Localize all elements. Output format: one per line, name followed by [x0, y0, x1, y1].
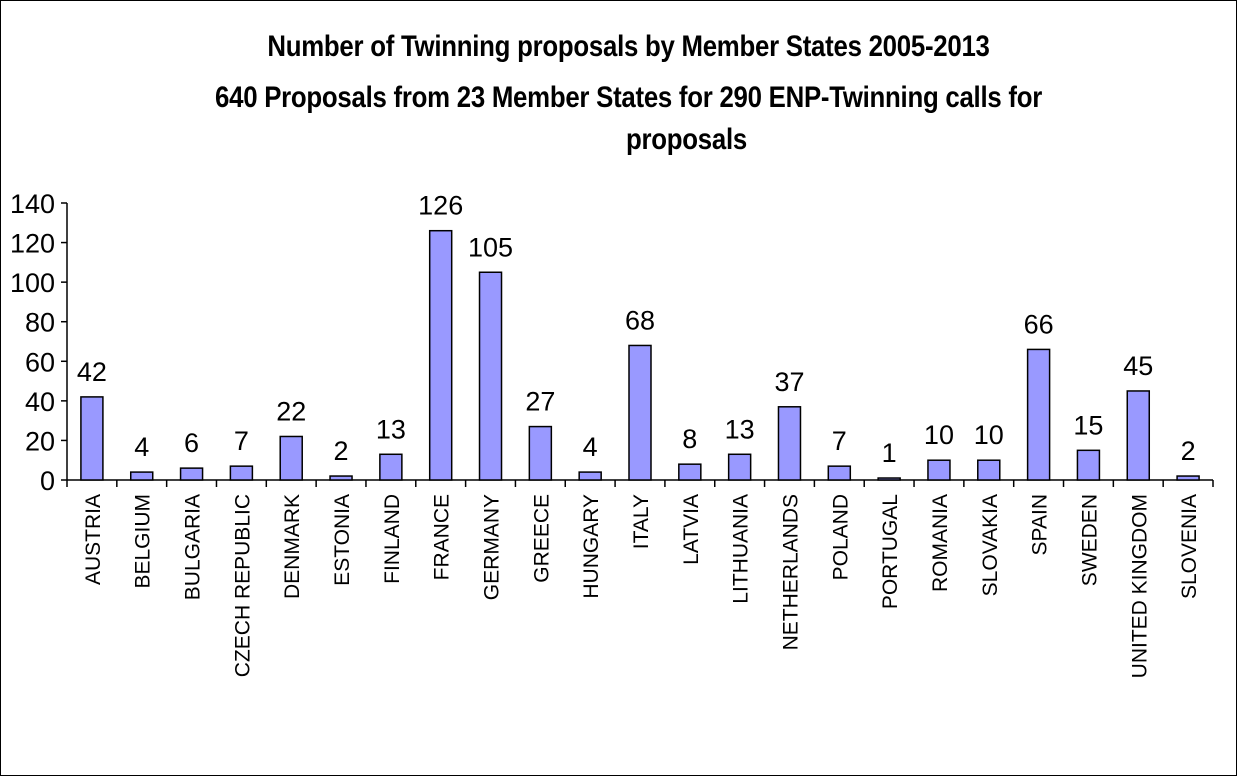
data-label: 8 [682, 424, 697, 454]
bar [1126, 390, 1151, 481]
y-tick-label: 80 [25, 308, 55, 338]
y-tick-label: 120 [10, 229, 55, 259]
x-tick-label: UNITED KINGDOM [1128, 494, 1151, 678]
bar [1026, 348, 1051, 481]
y-tick-label: 20 [25, 426, 55, 456]
x-tick-label: ESTONIA [331, 494, 354, 586]
data-label: 27 [525, 387, 555, 417]
x-tick-label: BULGARIA [182, 494, 205, 600]
data-label: 68 [625, 305, 655, 335]
bar [927, 459, 951, 481]
bar [678, 463, 702, 481]
data-label: 42 [77, 357, 107, 387]
data-label: 7 [234, 426, 249, 456]
x-tick-label: GREECE [530, 494, 553, 583]
x-tick-label: SLOVENIA [1178, 494, 1201, 599]
bar [179, 467, 204, 481]
data-label: 6 [184, 428, 199, 458]
bar [528, 425, 553, 481]
x-tick-label: SLOVAKIA [979, 494, 1002, 596]
data-label: 13 [376, 414, 406, 444]
bar-series [80, 229, 1200, 481]
bar [827, 465, 852, 481]
x-tick-label: FRANCE [431, 494, 454, 580]
data-label: 10 [974, 420, 1004, 450]
data-label: 126 [418, 191, 463, 221]
data-label: 2 [1181, 436, 1196, 466]
x-tick-label: POLAND [829, 494, 852, 580]
x-tick-label: HUNGARY [580, 494, 603, 599]
x-tick-label: AUSTRIA [82, 494, 105, 585]
data-label: 10 [924, 420, 954, 450]
bar [777, 406, 802, 481]
data-label: 2 [334, 436, 349, 466]
y-tick-label: 100 [10, 268, 55, 298]
bar [1076, 449, 1101, 481]
bar [428, 229, 453, 481]
bar [877, 477, 901, 481]
data-label: 4 [134, 432, 149, 462]
x-tick-label: PORTUGAL [879, 494, 902, 609]
data-label: 45 [1123, 351, 1153, 381]
chart-title-line-2: 640 Proposals from 23 Member States for … [215, 81, 1042, 114]
bar [977, 459, 1001, 481]
x-tick-label: FINLAND [381, 494, 404, 584]
x-tick-label: GERMANY [481, 494, 504, 600]
bar [379, 453, 403, 481]
x-tick-label: SWEDEN [1078, 494, 1101, 586]
x-tick-label: DENMARK [281, 494, 304, 599]
bar [329, 475, 353, 481]
data-label: 15 [1073, 410, 1103, 440]
x-tick-label: NETHERLANDS [779, 494, 802, 650]
x-tick-label: LATVIA [680, 494, 703, 565]
data-label: 1 [882, 438, 897, 468]
data-label: 37 [774, 367, 804, 397]
data-label: 4 [583, 432, 598, 462]
bar [279, 435, 303, 481]
bar [628, 344, 652, 481]
x-tick-label: SPAIN [1029, 494, 1052, 555]
bar [1176, 475, 1200, 481]
chart-title-line-3: proposals [626, 123, 747, 156]
data-label: 22 [276, 396, 306, 426]
y-tick-label: 0 [40, 466, 55, 496]
chart-title-line-1: Number of Twinning proposals by Member S… [267, 30, 990, 63]
data-label: 105 [468, 232, 513, 262]
x-tick-label: ROMANIA [929, 494, 952, 592]
x-tick-label: CZECH REPUBLIC [231, 494, 254, 677]
y-tick-label: 40 [25, 387, 55, 417]
bar [478, 271, 503, 481]
bar [727, 453, 752, 481]
data-label: 66 [1024, 309, 1054, 339]
y-axis: 0 20 40 60 80 100 120 140 [10, 189, 68, 496]
bar [80, 396, 104, 481]
data-label: 13 [725, 414, 755, 444]
x-axis: AUSTRIA BELGIUM BULGARIA CZECH REPUBLIC DENM… [66, 479, 1214, 678]
bar [578, 471, 602, 481]
bar [129, 471, 154, 481]
data-label: 7 [832, 426, 847, 456]
y-tick-label: 60 [25, 347, 55, 377]
bar [229, 465, 254, 481]
x-tick-label: ITALY [630, 494, 653, 549]
x-tick-label: LITHUANIA [730, 494, 753, 604]
x-tick-label: BELGIUM [132, 494, 155, 589]
y-tick-label: 140 [10, 189, 55, 219]
